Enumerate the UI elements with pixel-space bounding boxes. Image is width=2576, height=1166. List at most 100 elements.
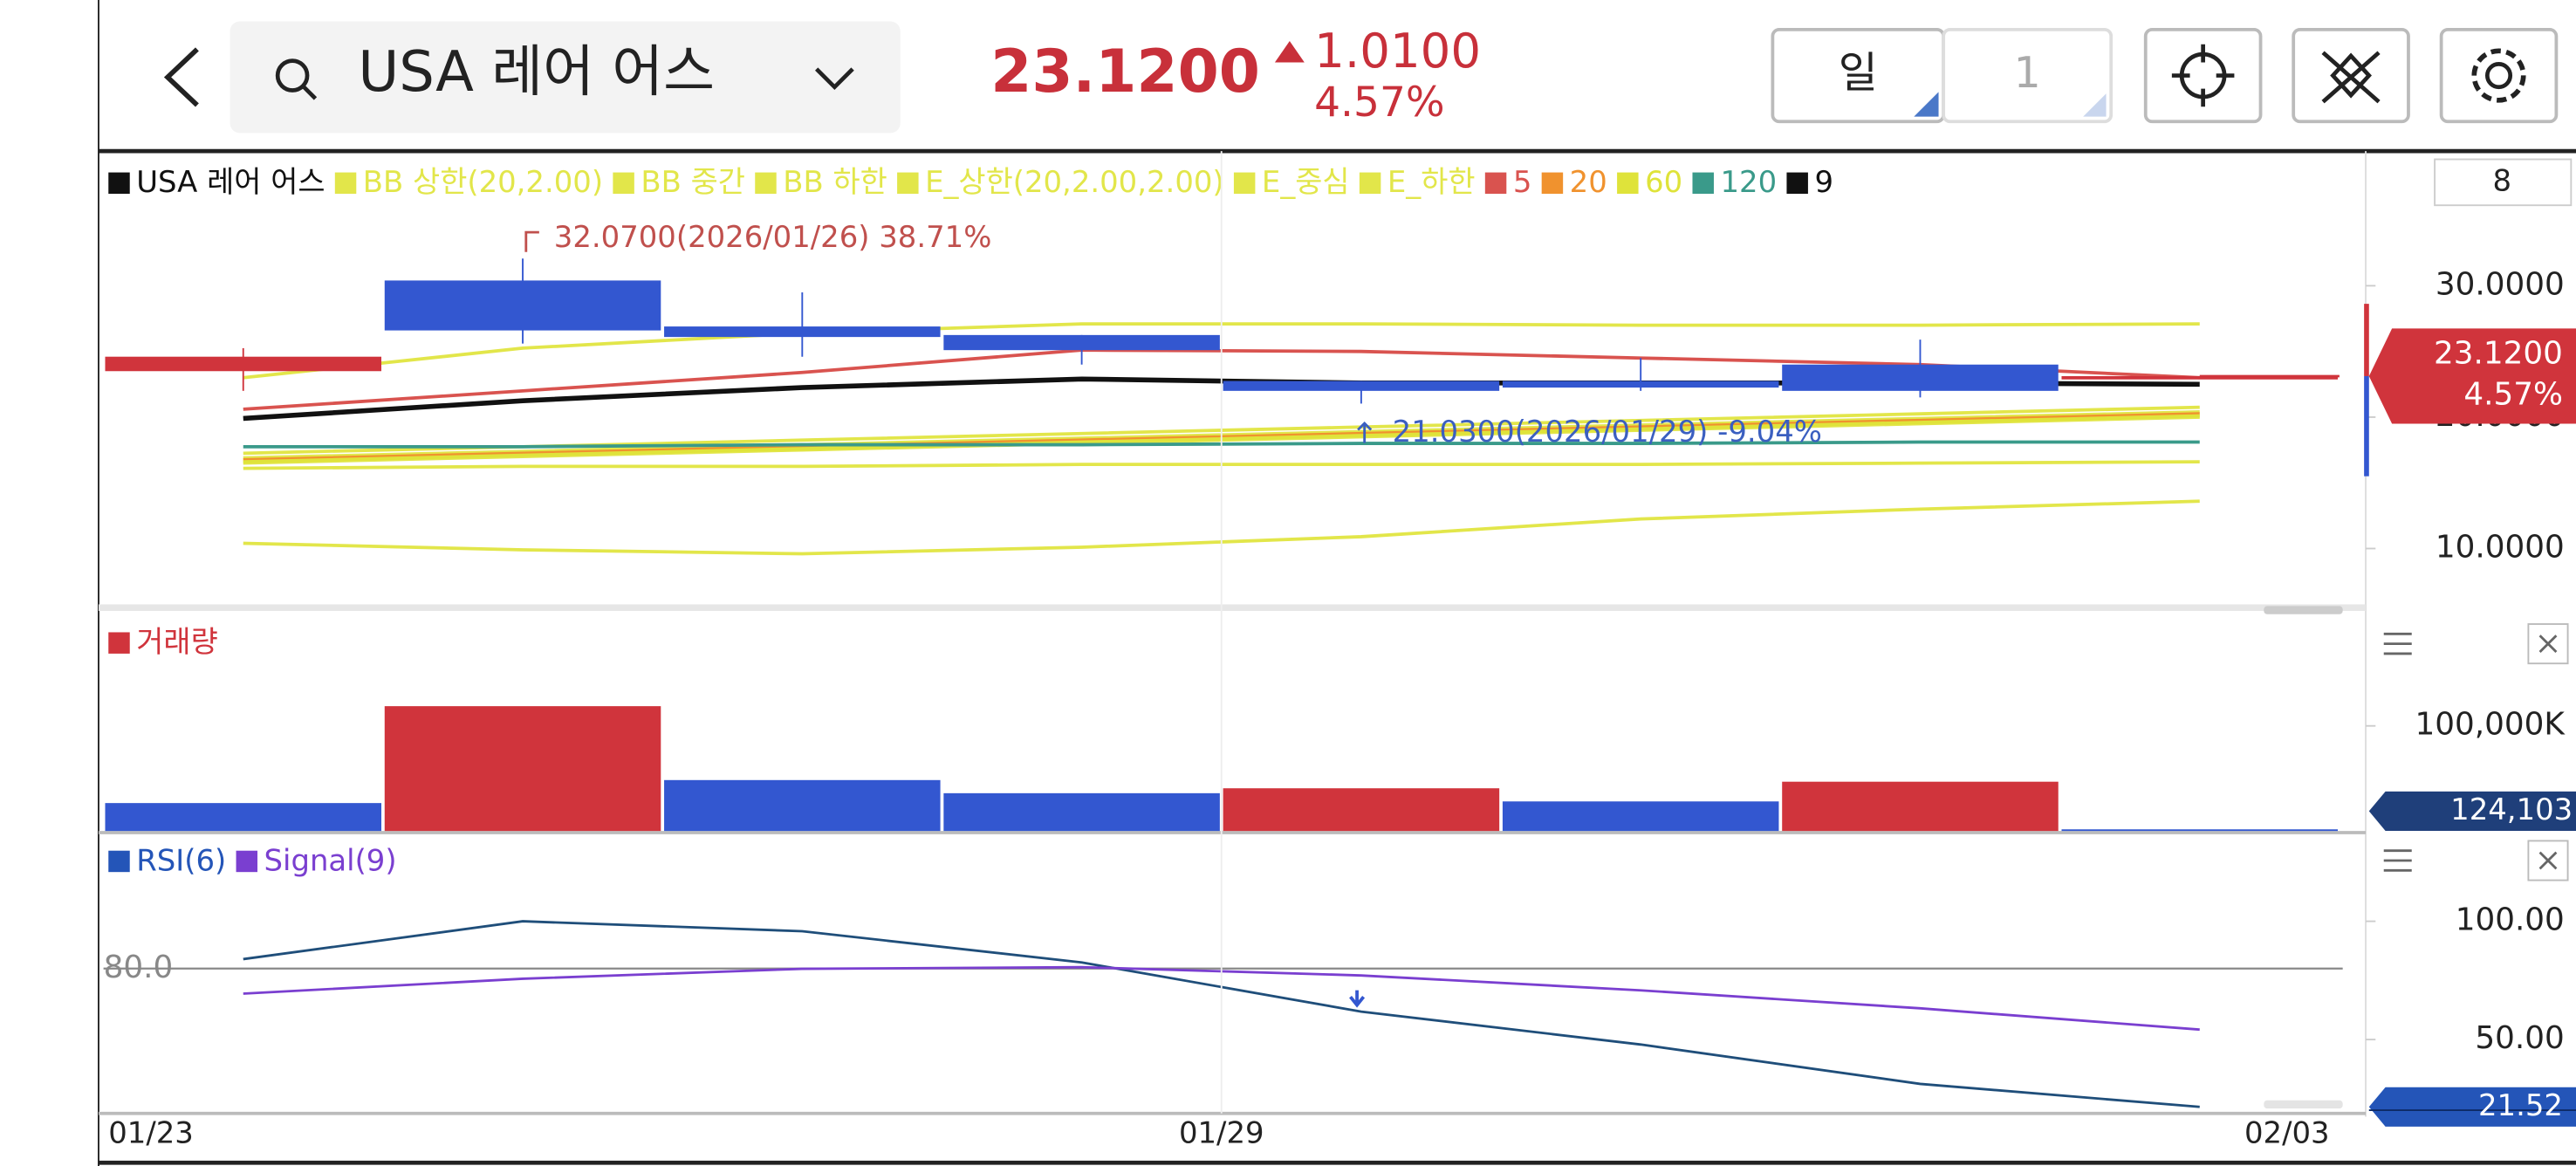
annotation: 21.0300(2026/01/29) -9.04% bbox=[1393, 415, 1822, 449]
scroll-handle[interactable] bbox=[2264, 1100, 2343, 1109]
legend-swatch bbox=[1233, 172, 1256, 195]
price-tag-label: 23.1200 bbox=[2434, 336, 2563, 372]
annotation-arrow bbox=[1357, 422, 1373, 443]
x-tick-label: 01/23 bbox=[108, 1116, 194, 1150]
up-arrow bbox=[1274, 41, 1305, 63]
y-tick-label: 30.0000 bbox=[2436, 266, 2565, 302]
y-tick-label: 10.0000 bbox=[2436, 529, 2565, 565]
candle-body bbox=[1502, 381, 1779, 388]
search-box[interactable] bbox=[230, 21, 901, 134]
price-indicator bbox=[2364, 304, 2369, 376]
legend-swatch bbox=[1359, 172, 1381, 195]
signal-arrow bbox=[1349, 990, 1366, 1008]
legend-label: Signal(9) bbox=[264, 843, 397, 877]
panel-menu-icon[interactable] bbox=[2383, 632, 2412, 872]
legend-count: 8 bbox=[2493, 163, 2512, 197]
legend-swatch bbox=[236, 850, 258, 873]
settings-icon bbox=[2484, 62, 2513, 90]
settings-button[interactable] bbox=[2439, 27, 2559, 124]
legend-label: RSI(6) bbox=[136, 843, 226, 877]
crosshair-button[interactable] bbox=[2143, 27, 2263, 124]
price-tag-pct: 4.57% bbox=[2463, 377, 2563, 413]
x-tick-label: 01/29 bbox=[1179, 1116, 1264, 1150]
legend-label: 5 bbox=[1513, 165, 1532, 199]
change-pct: 4.57% bbox=[1314, 79, 1445, 127]
reference-label: 80.0 bbox=[104, 950, 174, 985]
volume-tag-label: 124,103 bbox=[2450, 792, 2573, 826]
volume-bar bbox=[105, 803, 382, 832]
candle-body bbox=[1223, 381, 1500, 391]
legend-swatch bbox=[613, 172, 634, 195]
search-icon bbox=[302, 86, 318, 100]
x-tick-label: 02/03 bbox=[2244, 1116, 2330, 1150]
annotation-arrow bbox=[524, 230, 539, 252]
legend-swatch bbox=[1786, 172, 1808, 195]
volume-bar bbox=[2061, 829, 2339, 832]
candle-body bbox=[664, 326, 941, 338]
legend-label: E_하한 bbox=[1387, 165, 1476, 199]
crosshair-icon bbox=[2171, 44, 2235, 107]
legend-label: BB 상한(20,2.00) bbox=[363, 165, 603, 199]
period-count: 1 bbox=[2014, 48, 2041, 98]
legend-swatch bbox=[1692, 172, 1714, 195]
legend-swatch bbox=[334, 172, 357, 195]
volume-bar bbox=[664, 779, 941, 832]
back-button[interactable] bbox=[163, 47, 199, 107]
rsi-tag-label: 21.52 bbox=[2478, 1088, 2563, 1122]
settings-icon bbox=[2471, 48, 2526, 103]
legend-label: E_중심 bbox=[1262, 165, 1350, 199]
change: 1.0100 bbox=[1314, 23, 1481, 79]
draw-icon bbox=[2321, 51, 2381, 104]
price-indicator bbox=[2364, 375, 2369, 477]
corner-mark bbox=[2083, 93, 2107, 117]
volume-bar bbox=[1502, 801, 1779, 832]
symbol-name: USA 레어 어스 bbox=[358, 40, 715, 105]
legend-label: E_상한(20,2.00,2.00) bbox=[925, 165, 1224, 199]
legend-label: 120 bbox=[1720, 165, 1777, 199]
y-tick-label: 100,000K bbox=[2415, 707, 2566, 743]
dropdown-icon[interactable] bbox=[815, 67, 854, 91]
candle-body bbox=[2061, 375, 2339, 380]
legend-label: 60 bbox=[1645, 165, 1682, 199]
panel-close-icon bbox=[2538, 634, 2558, 654]
legend-swatch bbox=[755, 172, 777, 195]
panel-divider bbox=[98, 604, 2367, 611]
candle-body bbox=[1782, 364, 2059, 391]
legend-label: BB 중간 bbox=[641, 165, 745, 199]
candle-body bbox=[105, 356, 382, 372]
legend-swatch bbox=[1617, 172, 1639, 195]
y-tick-label: 50.00 bbox=[2475, 1020, 2564, 1056]
price: 23.1200 bbox=[990, 37, 1260, 106]
y-tick-label: 100.00 bbox=[2456, 902, 2565, 938]
legend-swatch bbox=[897, 172, 919, 195]
legend-count-box[interactable] bbox=[2434, 158, 2573, 207]
volume-bar bbox=[1223, 788, 1500, 832]
volume-tag bbox=[2368, 791, 2576, 831]
legend-swatch bbox=[108, 850, 130, 873]
candle-body bbox=[943, 334, 1220, 351]
period-label: 일 bbox=[1839, 48, 1878, 98]
annotation: 32.0700(2026/01/26) 38.71% bbox=[554, 220, 992, 254]
legend-label: 거래량 bbox=[136, 625, 217, 659]
search-icon bbox=[275, 58, 310, 93]
legend-swatch bbox=[108, 172, 130, 195]
legend-label: 9 bbox=[1814, 165, 1833, 199]
price-tag bbox=[2368, 328, 2576, 424]
period-count-button[interactable] bbox=[1942, 27, 2114, 124]
legend-swatch bbox=[108, 632, 130, 654]
legend-swatch bbox=[1541, 172, 1564, 195]
legend-label: USA 레어 어스 bbox=[136, 165, 325, 199]
legend-swatch bbox=[1484, 172, 1507, 195]
volume-bar bbox=[384, 706, 661, 832]
volume-bar bbox=[943, 792, 1220, 832]
panel-close-icon bbox=[2538, 851, 2558, 870]
legend-label: 20 bbox=[1570, 165, 1607, 199]
legend-label: BB 하한 bbox=[783, 165, 887, 199]
rsi-tag bbox=[2368, 1087, 2576, 1127]
scroll-handle[interactable] bbox=[2264, 606, 2343, 614]
volume-bar bbox=[1782, 781, 2059, 832]
candle-body bbox=[384, 280, 661, 331]
